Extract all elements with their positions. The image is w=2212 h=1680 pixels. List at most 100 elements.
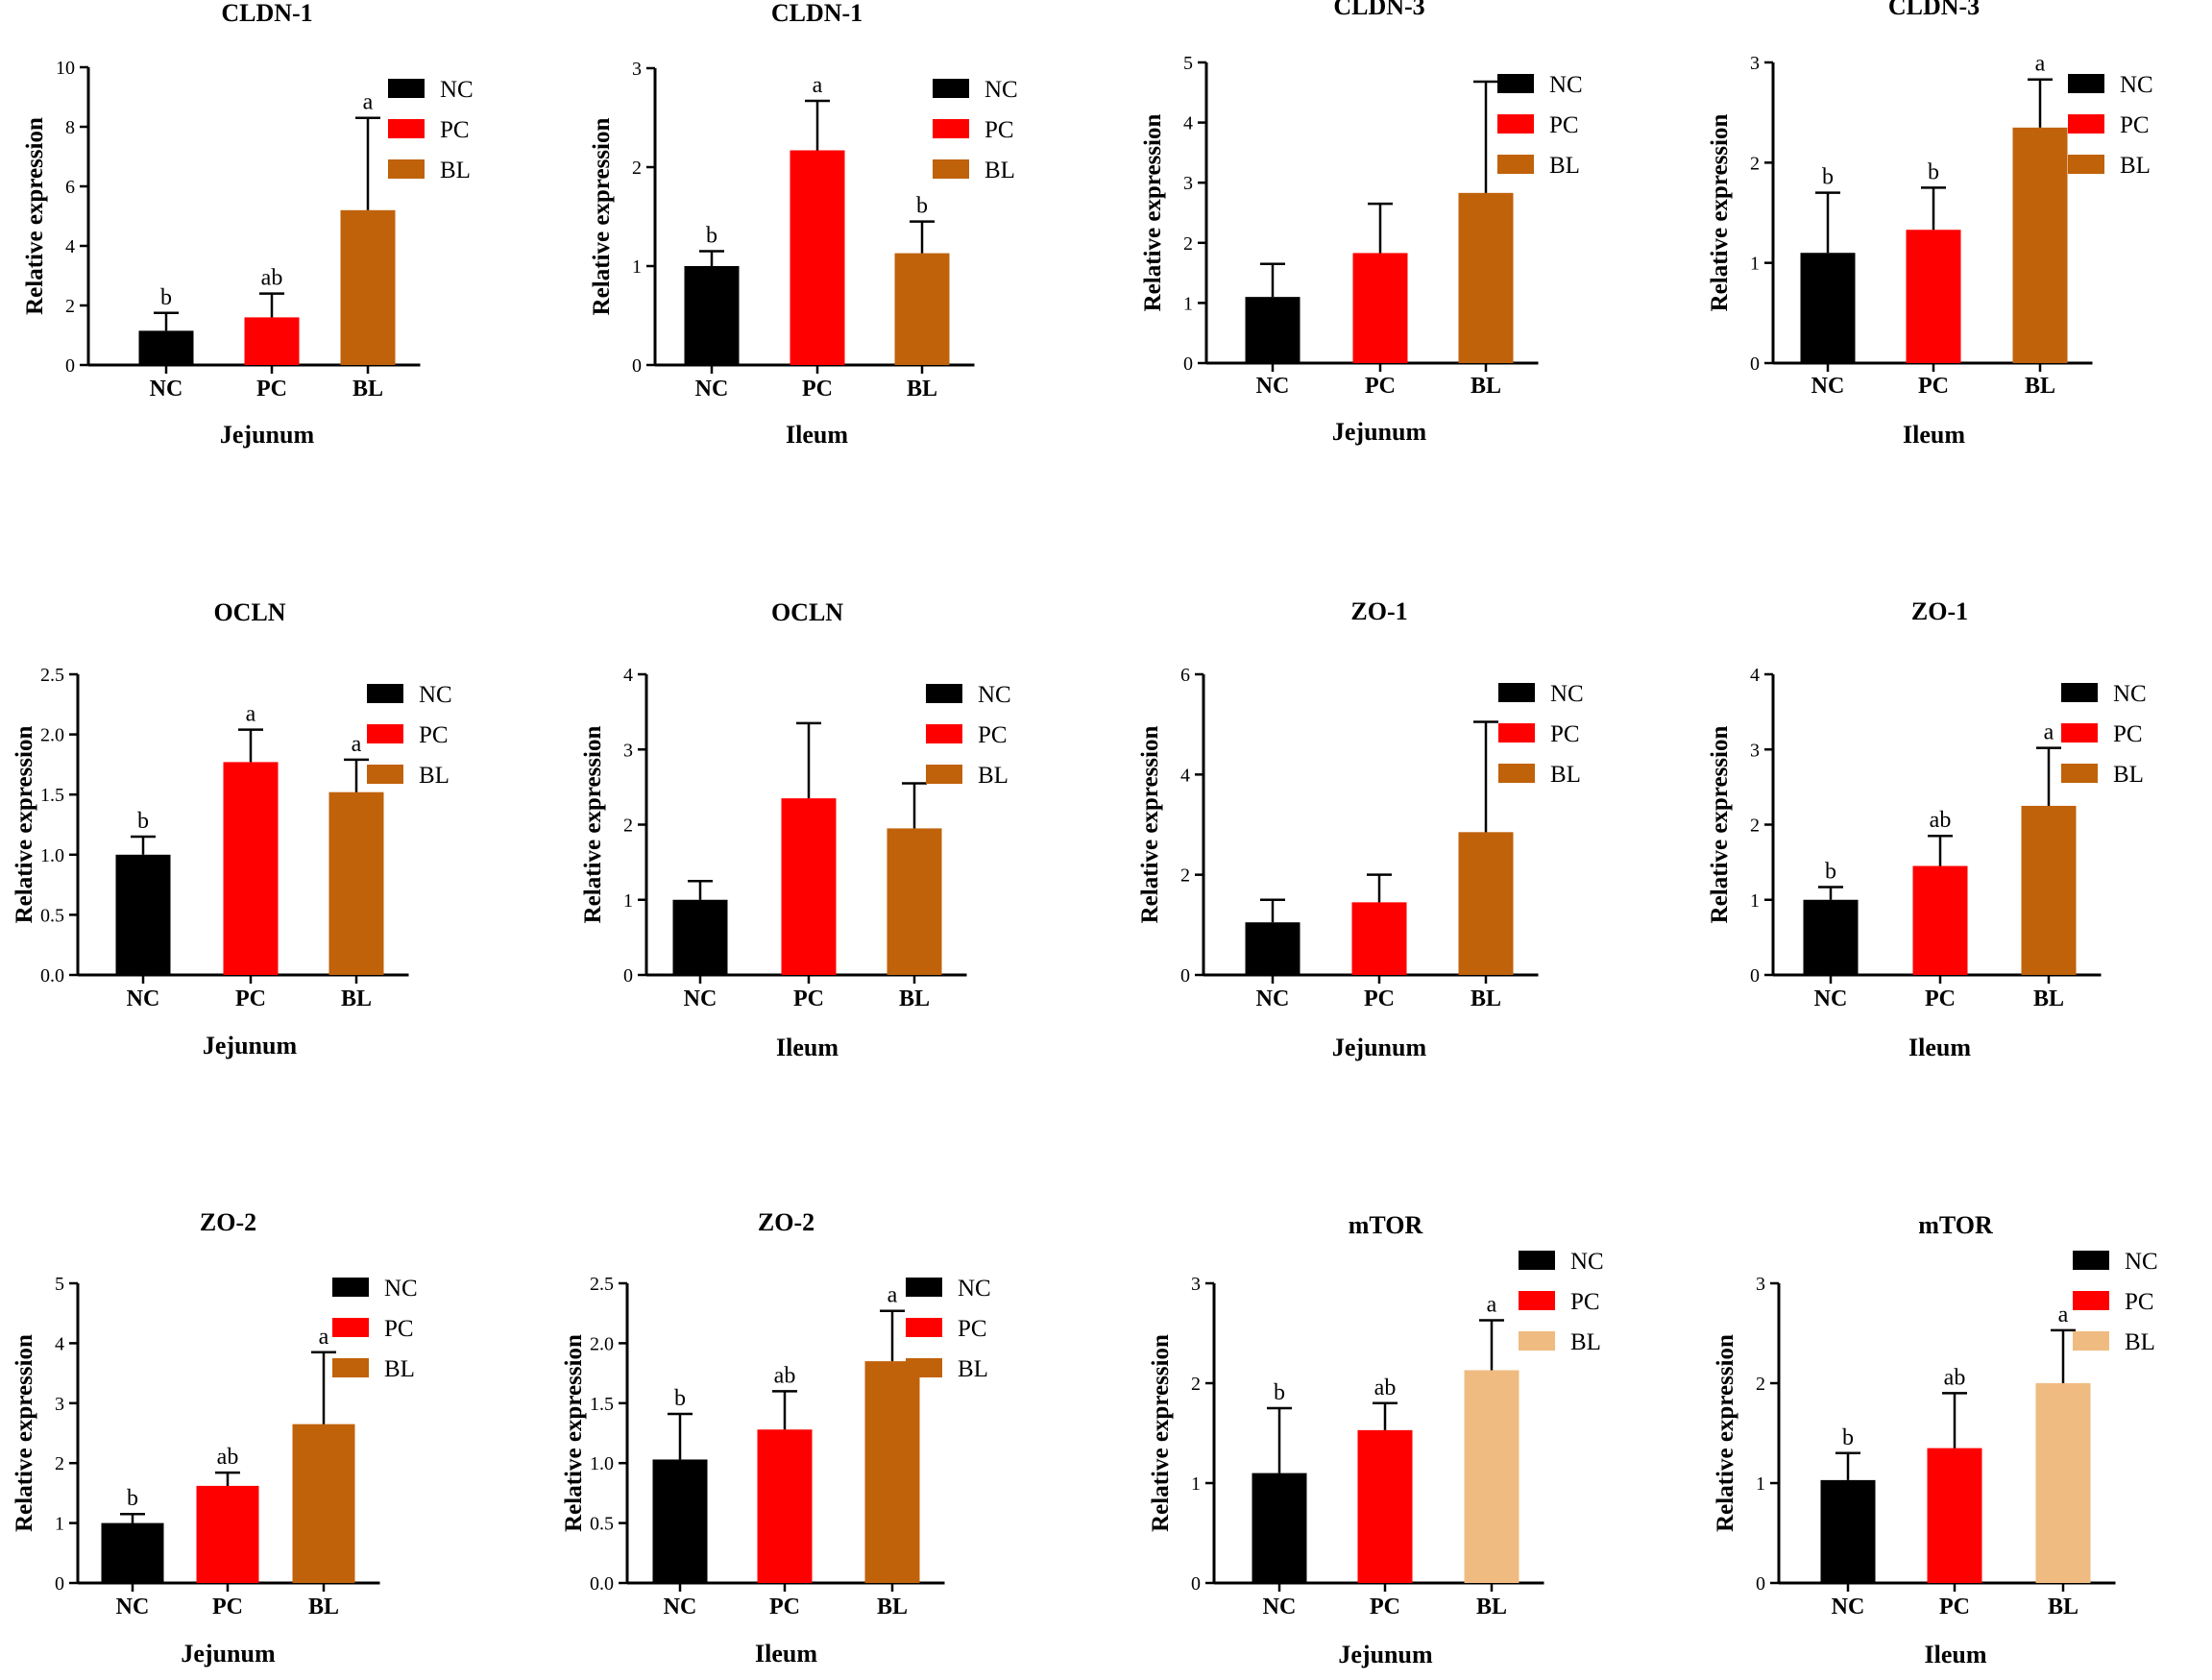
bar-nc [1245,922,1300,975]
y-tick-label: 4 [1183,113,1193,134]
legend: NC PC BL [332,1276,418,1382]
y-tick-label: 1.5 [40,785,64,806]
y-axis-label: Relative expression [561,1334,587,1532]
chart-title: OCLN [213,598,285,626]
legend-swatch [1519,1291,1555,1310]
significance-label: a [352,732,362,757]
bar-bl [1458,832,1514,975]
legend-label: BL [2125,1329,2155,1355]
x-axis-label: Jejunum [220,421,315,449]
y-tick-label: 3 [1183,173,1193,194]
chart-title: ZO-1 [1350,597,1407,625]
bar-bl [2021,805,2077,975]
legend-swatch [1519,1331,1555,1351]
significance-label: ab [1944,1365,1966,1390]
bar-bl [1464,1370,1519,1583]
legend-swatch [332,1358,369,1377]
legend-label: PC [384,1316,414,1342]
y-tick-label: 3 [1191,1274,1201,1295]
legend-label: NC [384,1276,418,1302]
chart-panel: CLDN-3 Relative expression 0 1 2 3 b NC b PC a BL Il… [1707,0,2153,449]
legend-label: BL [419,763,450,789]
y-tick-label: 2 [1191,1374,1201,1395]
y-tick-label: 5 [55,1274,64,1295]
x-tick-label: NC [695,377,729,402]
legend-label: PC [2120,112,2150,138]
legend-swatch [388,159,425,179]
x-tick-label: PC [769,1595,800,1619]
significance-label: a [2044,720,2054,745]
legend-label: PC [419,722,449,748]
x-axis-label: Ileum [786,421,848,449]
significance-label: b [1842,1425,1854,1450]
legend-swatch [2061,764,2098,783]
x-tick-label: NC [1256,986,1290,1011]
y-tick-label: 2 [1183,233,1193,255]
y-axis-label: Relative expression [22,117,48,315]
bar-nc [1245,297,1300,363]
significance-label: a [813,73,823,98]
x-axis-label: Ileum [1903,421,1965,449]
bar-bl [2012,127,2068,363]
y-tick-label: 2 [1756,1374,1765,1395]
significance-label: a [2035,52,2046,77]
significance-label: ab [774,1363,796,1388]
legend: NC PC BL [1498,681,1584,788]
legend-swatch [926,724,962,743]
bar-nc [1803,899,1859,975]
y-axis-label: Relative expression [1140,114,1166,312]
y-tick-label: 2 [55,1453,64,1474]
legend: NC PC BL [388,77,474,183]
legend-swatch [332,1318,369,1337]
y-tick-label: 1 [55,1514,64,1535]
y-axis-label: Relative expression [12,1334,37,1532]
chart-panel: ZO-2 Relative expression 0.0 0.5 1.0 1.5 2.0 2.… [561,1208,991,1668]
legend-label: NC [958,1276,991,1302]
chart-panel: CLDN-1 Relative expression 0 2 4 6 8 10 b NC ab PC a… [22,0,474,449]
chart-title: mTOR [1918,1211,1993,1239]
y-tick-label: 4 [623,665,633,686]
y-tick-label: 6 [65,177,75,198]
bar-pc [1906,230,1961,363]
y-tick-label: 10 [56,58,75,79]
legend: NC PC BL [367,682,452,789]
legend-swatch [2061,723,2098,743]
y-tick-label: 0 [1180,965,1190,986]
y-tick-label: 4 [1180,765,1190,786]
bar-bl [340,209,396,365]
legend-label: NC [1550,681,1584,707]
chart-title: ZO-2 [758,1208,814,1236]
x-axis-label: Jejunum [1332,418,1427,446]
legend-swatch [1498,723,1535,743]
y-tick-label: 2 [632,158,642,179]
x-tick-label: NC [1832,1595,1865,1619]
significance-label: b [1274,1380,1285,1405]
x-tick-label: BL [2025,374,2055,399]
y-tick-label: 2.0 [40,725,64,746]
y-axis-label: Relative expression [12,726,37,924]
chart-title: ZO-2 [200,1208,256,1236]
bar-pc [1352,253,1408,363]
y-tick-label: 1 [1750,890,1760,912]
y-axis-label: Relative expression [1148,1334,1174,1532]
legend-swatch [2073,1331,2109,1351]
y-tick-label: 0 [1756,1573,1765,1595]
y-tick-label: 3 [1750,740,1760,761]
chart-panel: mTOR Relative expression 0 1 2 3 b NC ab PC a BL Jej… [1148,1211,1604,1668]
bar-pc [223,762,279,975]
legend-swatch [1497,155,1534,174]
y-tick-label: 0 [1183,353,1193,375]
legend: NC PC BL [1519,1249,1604,1355]
chart-panel: ZO-1 Relative expression 0 1 2 3 4 b NC ab PC a BL Il… [1707,597,2147,1061]
legend-label: PC [1570,1289,1600,1315]
bar-nc [115,854,171,975]
y-tick-label: 0 [623,965,633,986]
legend-label: BL [2120,153,2151,179]
x-tick-label: BL [2048,1595,2078,1619]
legend-swatch [2073,1251,2109,1270]
chart-panel: OCLN Relative expression 0.0 0.5 1.0 1.5 2.0 2.… [12,598,452,1059]
y-tick-label: 4 [1750,665,1760,686]
legend-label: BL [1549,153,1580,179]
x-tick-label: NC [116,1595,150,1619]
